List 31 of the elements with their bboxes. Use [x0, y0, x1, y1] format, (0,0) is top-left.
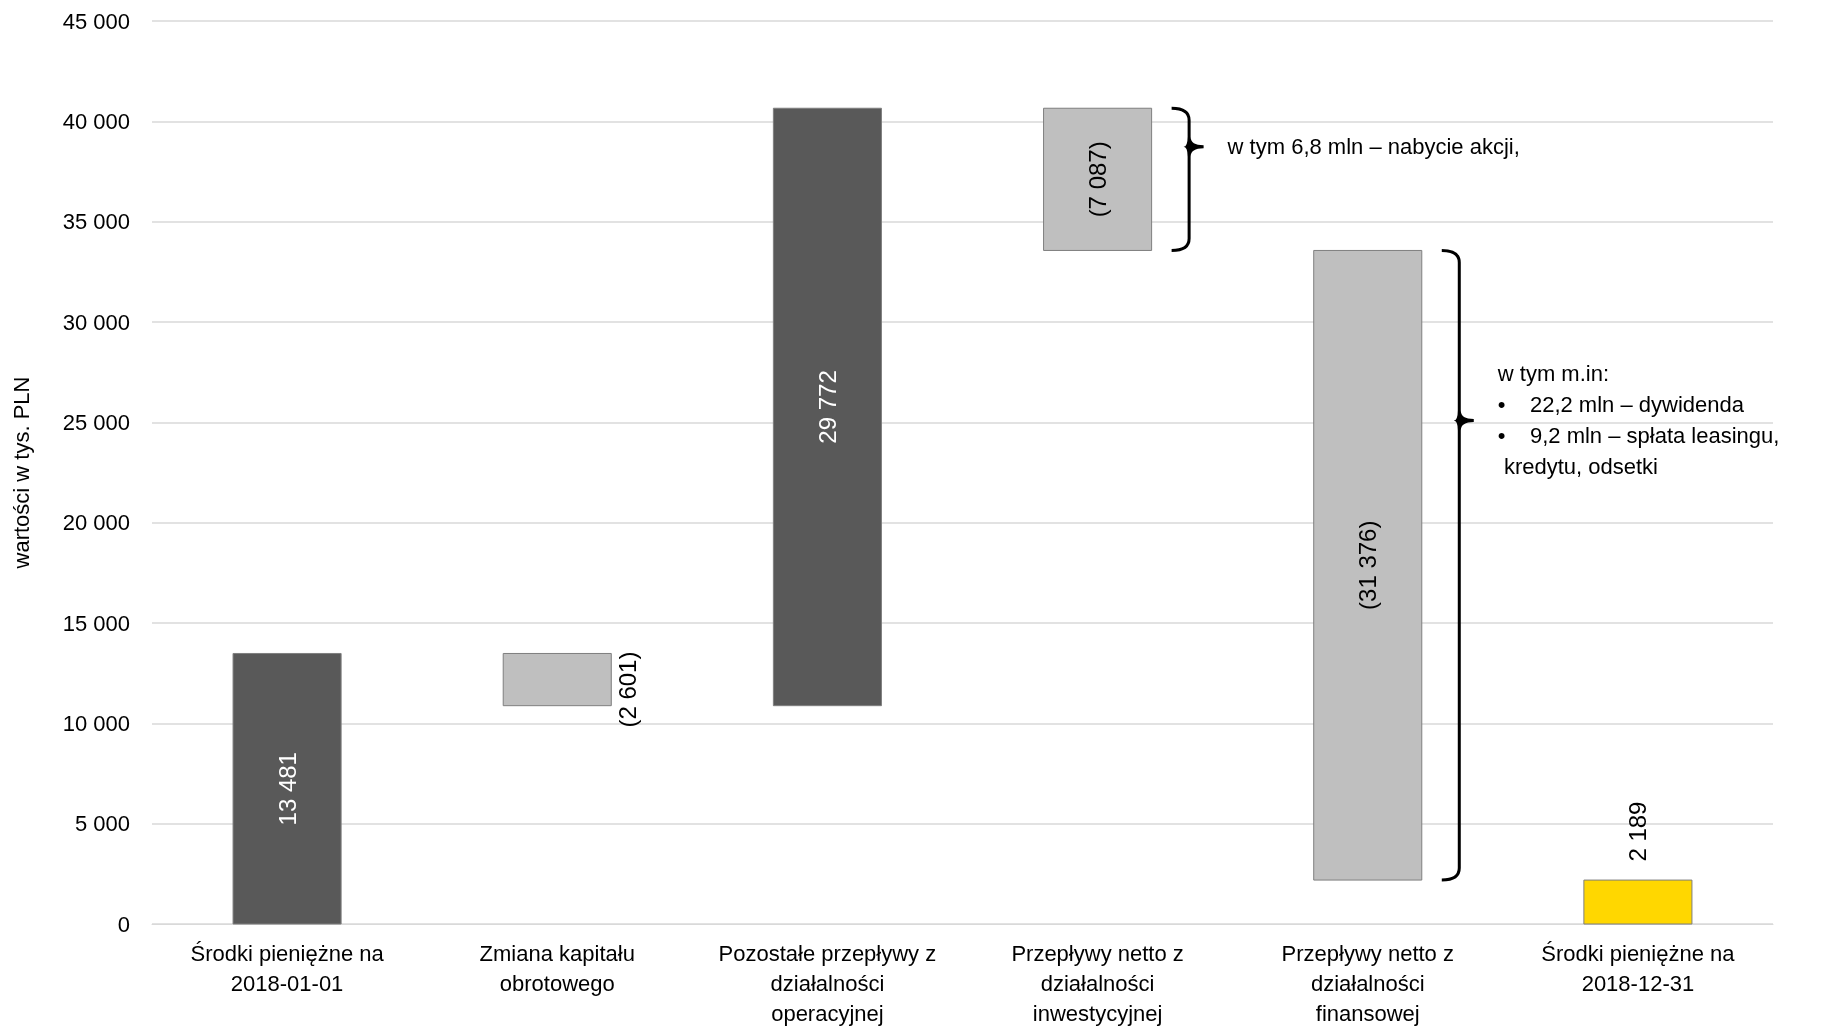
x-tick-label: Przepływy netto z działalności inwestycyjnej: [1011, 940, 1184, 1026]
bar: [232, 652, 342, 925]
data-label: (31 376): [1354, 520, 1382, 610]
annotation: w tym 6,8 mln – nabycie akcji,: [1227, 133, 1520, 162]
bar: [1313, 249, 1423, 881]
x-tick-label: Pozostałe przepływy z działalności operacyjnej: [718, 940, 937, 1026]
y-tick-label: 5 000: [74, 811, 130, 837]
y-axis-title: wartości w tys. PLN: [8, 376, 34, 570]
y-tick-label: 40 000: [62, 108, 130, 134]
y-tick-label: 30 000: [62, 309, 130, 335]
y-tick-label: 15 000: [62, 610, 130, 636]
annotation: w tym m.in: • 22,2 mln – dywidenda • 9,2 mln – spłata leasingu, kredytu, odsetki: [1497, 360, 1780, 482]
bar: [1043, 107, 1153, 251]
x-tick-label: Zmiana kapitału obrotowego: [479, 940, 635, 996]
data-label: 29 772: [813, 370, 841, 444]
data-label: (7 087): [1084, 141, 1112, 218]
y-tick-label: 0: [117, 911, 130, 937]
bar: [1583, 879, 1693, 925]
y-tick-label: 20 000: [62, 510, 130, 536]
bar: [502, 652, 612, 707]
x-tick-label: Środki pieniężne na 2018-12-31: [1541, 940, 1736, 996]
y-tick-label: 25 000: [62, 409, 130, 435]
data-label: (2 601): [613, 651, 641, 728]
x-tick-label: Środki pieniężne na 2018-01-01: [190, 940, 385, 996]
x-tick-label: Przepływy netto z działalności finansowej: [1281, 940, 1454, 1026]
bar: [772, 107, 882, 707]
y-tick-label: 35 000: [62, 209, 130, 235]
data-label: 13 481: [273, 752, 301, 826]
y-tick-label: 45 000: [62, 8, 130, 34]
y-tick-label: 10 000: [62, 710, 130, 736]
data-label: 2 189: [1624, 801, 1652, 862]
